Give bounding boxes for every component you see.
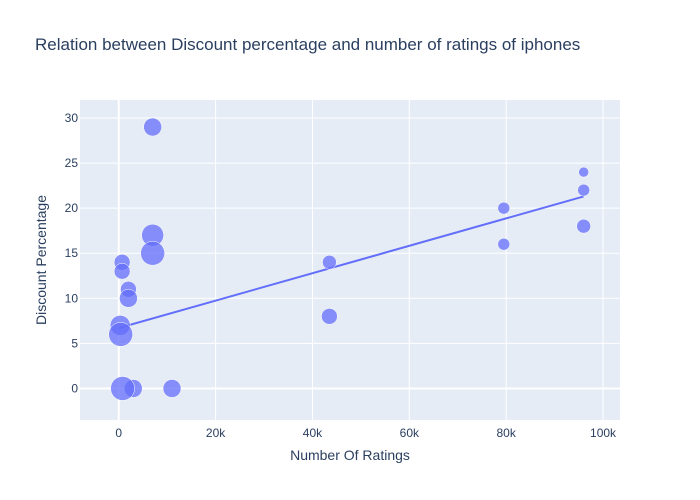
y-tick-label: 20 [65,201,79,215]
scatter-point [108,322,133,347]
scatter-point [322,255,337,270]
y-tick-label: 15 [65,246,79,260]
chart-title: Relation between Discount percentage and… [35,35,580,54]
x-tick-label: 100k [590,426,617,440]
plot-area [80,100,620,420]
scatter-point [321,308,338,325]
scatter-point [113,263,131,280]
x-tick-label: 20k [206,426,226,440]
scatter-point [140,240,165,266]
y-tick-label: 0 [71,381,78,395]
x-tick-label: 40k [303,426,323,440]
x-tick-label: 60k [400,426,420,440]
x-tick-label: 80k [497,426,517,440]
scatter-point [119,289,138,308]
scatter-point [143,117,162,137]
scatter-point [162,379,182,398]
x-tick-labels: 0 20k 40k 60k 80k 100k [115,426,617,440]
y-tick-label: 30 [65,111,79,125]
markers-group [108,117,591,401]
scatter-point [110,376,135,401]
scatter-point [576,218,591,234]
scatter-point [497,201,511,215]
scatter-point [578,166,589,178]
y-tick-labels: 0 5 10 15 20 25 30 [65,111,79,395]
y-axis-title: Discount Percentage [33,195,49,325]
trendline-group [118,195,584,330]
scatter-point [577,183,590,197]
y-tick-label: 5 [71,336,78,350]
trendline [118,195,584,330]
grid-lines [80,100,620,420]
x-tick-label: 0 [115,426,122,440]
y-tick-label: 25 [65,156,79,170]
scatter-point [497,237,511,251]
y-tick-label: 10 [65,291,79,305]
x-axis-title: Number Of Ratings [290,447,410,463]
